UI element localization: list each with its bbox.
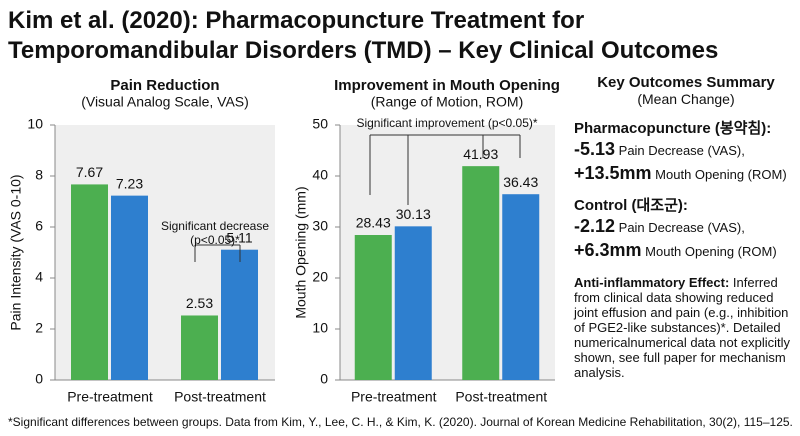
bar bbox=[462, 166, 500, 380]
bar bbox=[502, 194, 540, 380]
x-tick-label: Post-treatment bbox=[174, 389, 266, 405]
bar bbox=[111, 195, 148, 380]
item-value: -2.12 bbox=[574, 216, 616, 236]
summary: Key Outcomes Summary (Mean Change) Pharm… bbox=[574, 74, 798, 380]
value-label: 36.43 bbox=[503, 174, 538, 190]
bar bbox=[221, 249, 258, 380]
y-tick-label: 10 bbox=[312, 320, 328, 336]
note-heading: Anti-inflammatory Effect: bbox=[574, 275, 730, 290]
summary-note: Anti-inflammatory Effect: Inferred from … bbox=[574, 275, 798, 380]
item-text: Pain Decrease (VAS), bbox=[615, 143, 745, 158]
bar bbox=[71, 184, 108, 380]
y-axis-label: Pain Intensity (VAS 0-10) bbox=[8, 174, 24, 330]
y-tick-label: 30 bbox=[312, 218, 328, 234]
summary-subtitle: (Mean Change) bbox=[637, 91, 735, 107]
y-tick-label: 50 bbox=[312, 116, 328, 132]
x-tick-label: Pre-treatment bbox=[351, 389, 437, 405]
bar bbox=[354, 235, 392, 380]
group-heading: Control (대조군): bbox=[574, 197, 688, 214]
item-value: +6.3mm bbox=[574, 240, 642, 260]
value-label: 5.11 bbox=[226, 229, 252, 245]
y-tick-label: 40 bbox=[312, 167, 328, 183]
item-text: Pain Decrease (VAS), bbox=[615, 220, 745, 235]
page-title: Kim et al. (2020): Pharmacopuncture Trea… bbox=[8, 7, 585, 34]
item-value: -5.13 bbox=[574, 139, 616, 159]
summary-title: Key Outcomes Summary bbox=[597, 74, 775, 91]
x-tick-label: Post-treatment bbox=[455, 389, 547, 405]
chart-subtitle: (Range of Motion, ROM) bbox=[371, 94, 524, 110]
footnote: *Significant differences between groups.… bbox=[8, 415, 793, 429]
summary-item: -2.12 Pain Decrease (VAS), bbox=[574, 215, 798, 239]
page-title: Temporomandibular Disorders (TMD) – Key … bbox=[8, 37, 719, 64]
summary-item: -5.13 Pain Decrease (VAS), bbox=[574, 138, 798, 162]
y-axis-label: Mouth Opening (mm) bbox=[293, 186, 309, 318]
value-label: 28.43 bbox=[356, 215, 391, 231]
value-label: 2.53 bbox=[186, 295, 213, 311]
group-heading: Pharmacopuncture (봉약침): bbox=[574, 120, 772, 137]
y-tick-label: 8 bbox=[35, 167, 43, 183]
summary-groups: Pharmacopuncture (봉약침): -5.13 Pain Decrea… bbox=[574, 117, 798, 263]
y-tick-label: 2 bbox=[35, 320, 43, 336]
value-label: 7.23 bbox=[116, 175, 143, 191]
annotation: Significant decrease bbox=[161, 219, 269, 233]
charts: Pain Reduction(Visual Analog Scale, VAS)… bbox=[8, 77, 560, 405]
annotation: Significant improvement (p<0.05)* bbox=[356, 116, 537, 130]
y-tick-label: 0 bbox=[320, 371, 328, 387]
x-tick-label: Pre-treatment bbox=[67, 389, 153, 405]
y-tick-label: 10 bbox=[27, 116, 43, 132]
item-text: Mouth Opening (ROM) bbox=[641, 244, 777, 259]
item-text: Mouth Opening (ROM) bbox=[651, 167, 787, 182]
item-value: +13.5mm bbox=[574, 163, 652, 183]
bar bbox=[394, 226, 432, 380]
annotation: (p<0.05)* bbox=[190, 233, 240, 247]
summary-item: +6.3mm Mouth Opening (ROM) bbox=[574, 239, 798, 263]
value-label: 7.67 bbox=[76, 164, 103, 180]
value-label: 41.93 bbox=[463, 146, 498, 162]
note-text: Inferred from clinical data showing redu… bbox=[574, 275, 791, 380]
y-tick-label: 0 bbox=[35, 371, 43, 387]
bar bbox=[181, 315, 218, 380]
y-tick-label: 4 bbox=[35, 269, 43, 285]
y-tick-label: 20 bbox=[312, 269, 328, 285]
summary-item: +13.5mm Mouth Opening (ROM) bbox=[574, 162, 798, 186]
y-tick-label: 6 bbox=[35, 218, 43, 234]
chart-title: Pain Reduction bbox=[110, 77, 219, 94]
chart-subtitle: (Visual Analog Scale, VAS) bbox=[81, 94, 249, 110]
chart-title: Improvement in Mouth Opening bbox=[334, 77, 560, 94]
value-label: 30.13 bbox=[396, 206, 431, 222]
